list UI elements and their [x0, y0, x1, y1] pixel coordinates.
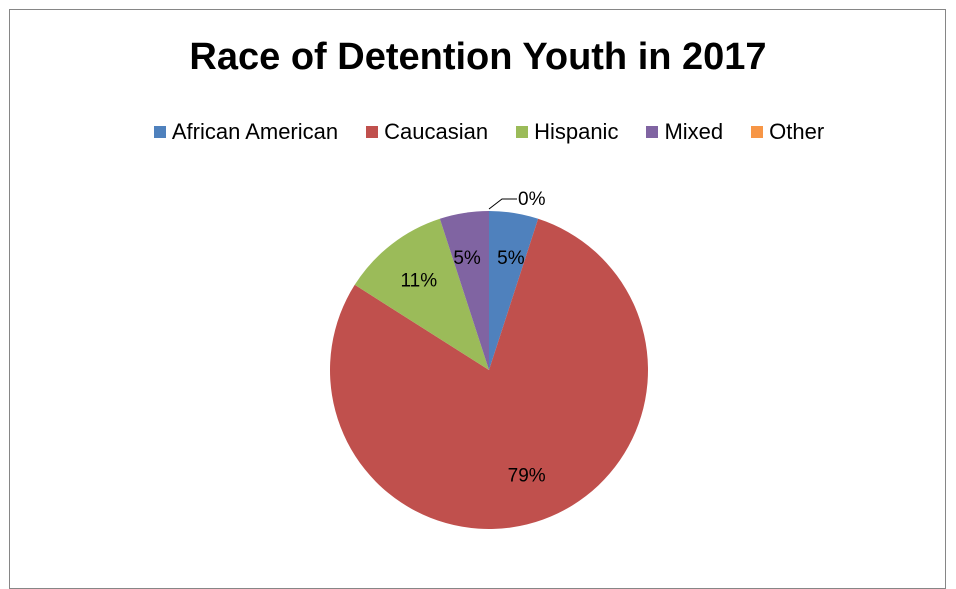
chart-title: Race of Detention Youth in 2017 — [189, 36, 767, 78]
legend-item-other: Other — [751, 119, 824, 145]
slice-labels: 5% 79% 11% 5% 0% — [401, 189, 546, 487]
legend: African American Caucasian Hispanic Mixe… — [0, 119, 956, 145]
legend-label-african-american: African American — [171, 119, 339, 144]
pie-slice-hispanic — [354, 218, 489, 370]
pie-slice-mixed — [439, 211, 489, 370]
legend-item-caucasian: Caucasian — [366, 119, 488, 145]
slice-label-other: 0% — [518, 189, 546, 210]
pie-slice-caucasian — [330, 218, 648, 529]
pie-slice-african-american — [489, 211, 539, 370]
slice-label-mixed: 5% — [453, 248, 481, 269]
pie-slices — [330, 211, 648, 529]
slice-label-african-american: 5% — [497, 248, 525, 269]
leader-line-other — [488, 198, 517, 210]
legend-item-hispanic: Hispanic — [516, 119, 618, 145]
legend-label-other: Other — [769, 119, 825, 144]
legend-label-caucasian: Caucasian — [384, 119, 489, 144]
legend-label-hispanic: Hispanic — [534, 119, 619, 144]
legend-swatch-mixed — [646, 126, 659, 138]
slice-label-hispanic: 11% — [401, 271, 438, 292]
legend-swatch-african-american — [153, 126, 166, 138]
legend-label-mixed: Mixed — [664, 119, 724, 144]
legend-swatch-hispanic — [516, 126, 529, 138]
legend-item-mixed: Mixed — [646, 119, 723, 145]
leader-lines — [488, 198, 517, 210]
legend-swatch-caucasian — [366, 126, 379, 138]
legend-item-african-american: African American — [153, 119, 339, 145]
slice-label-caucasian: 79% — [508, 466, 546, 487]
legend-swatch-other — [751, 126, 764, 138]
